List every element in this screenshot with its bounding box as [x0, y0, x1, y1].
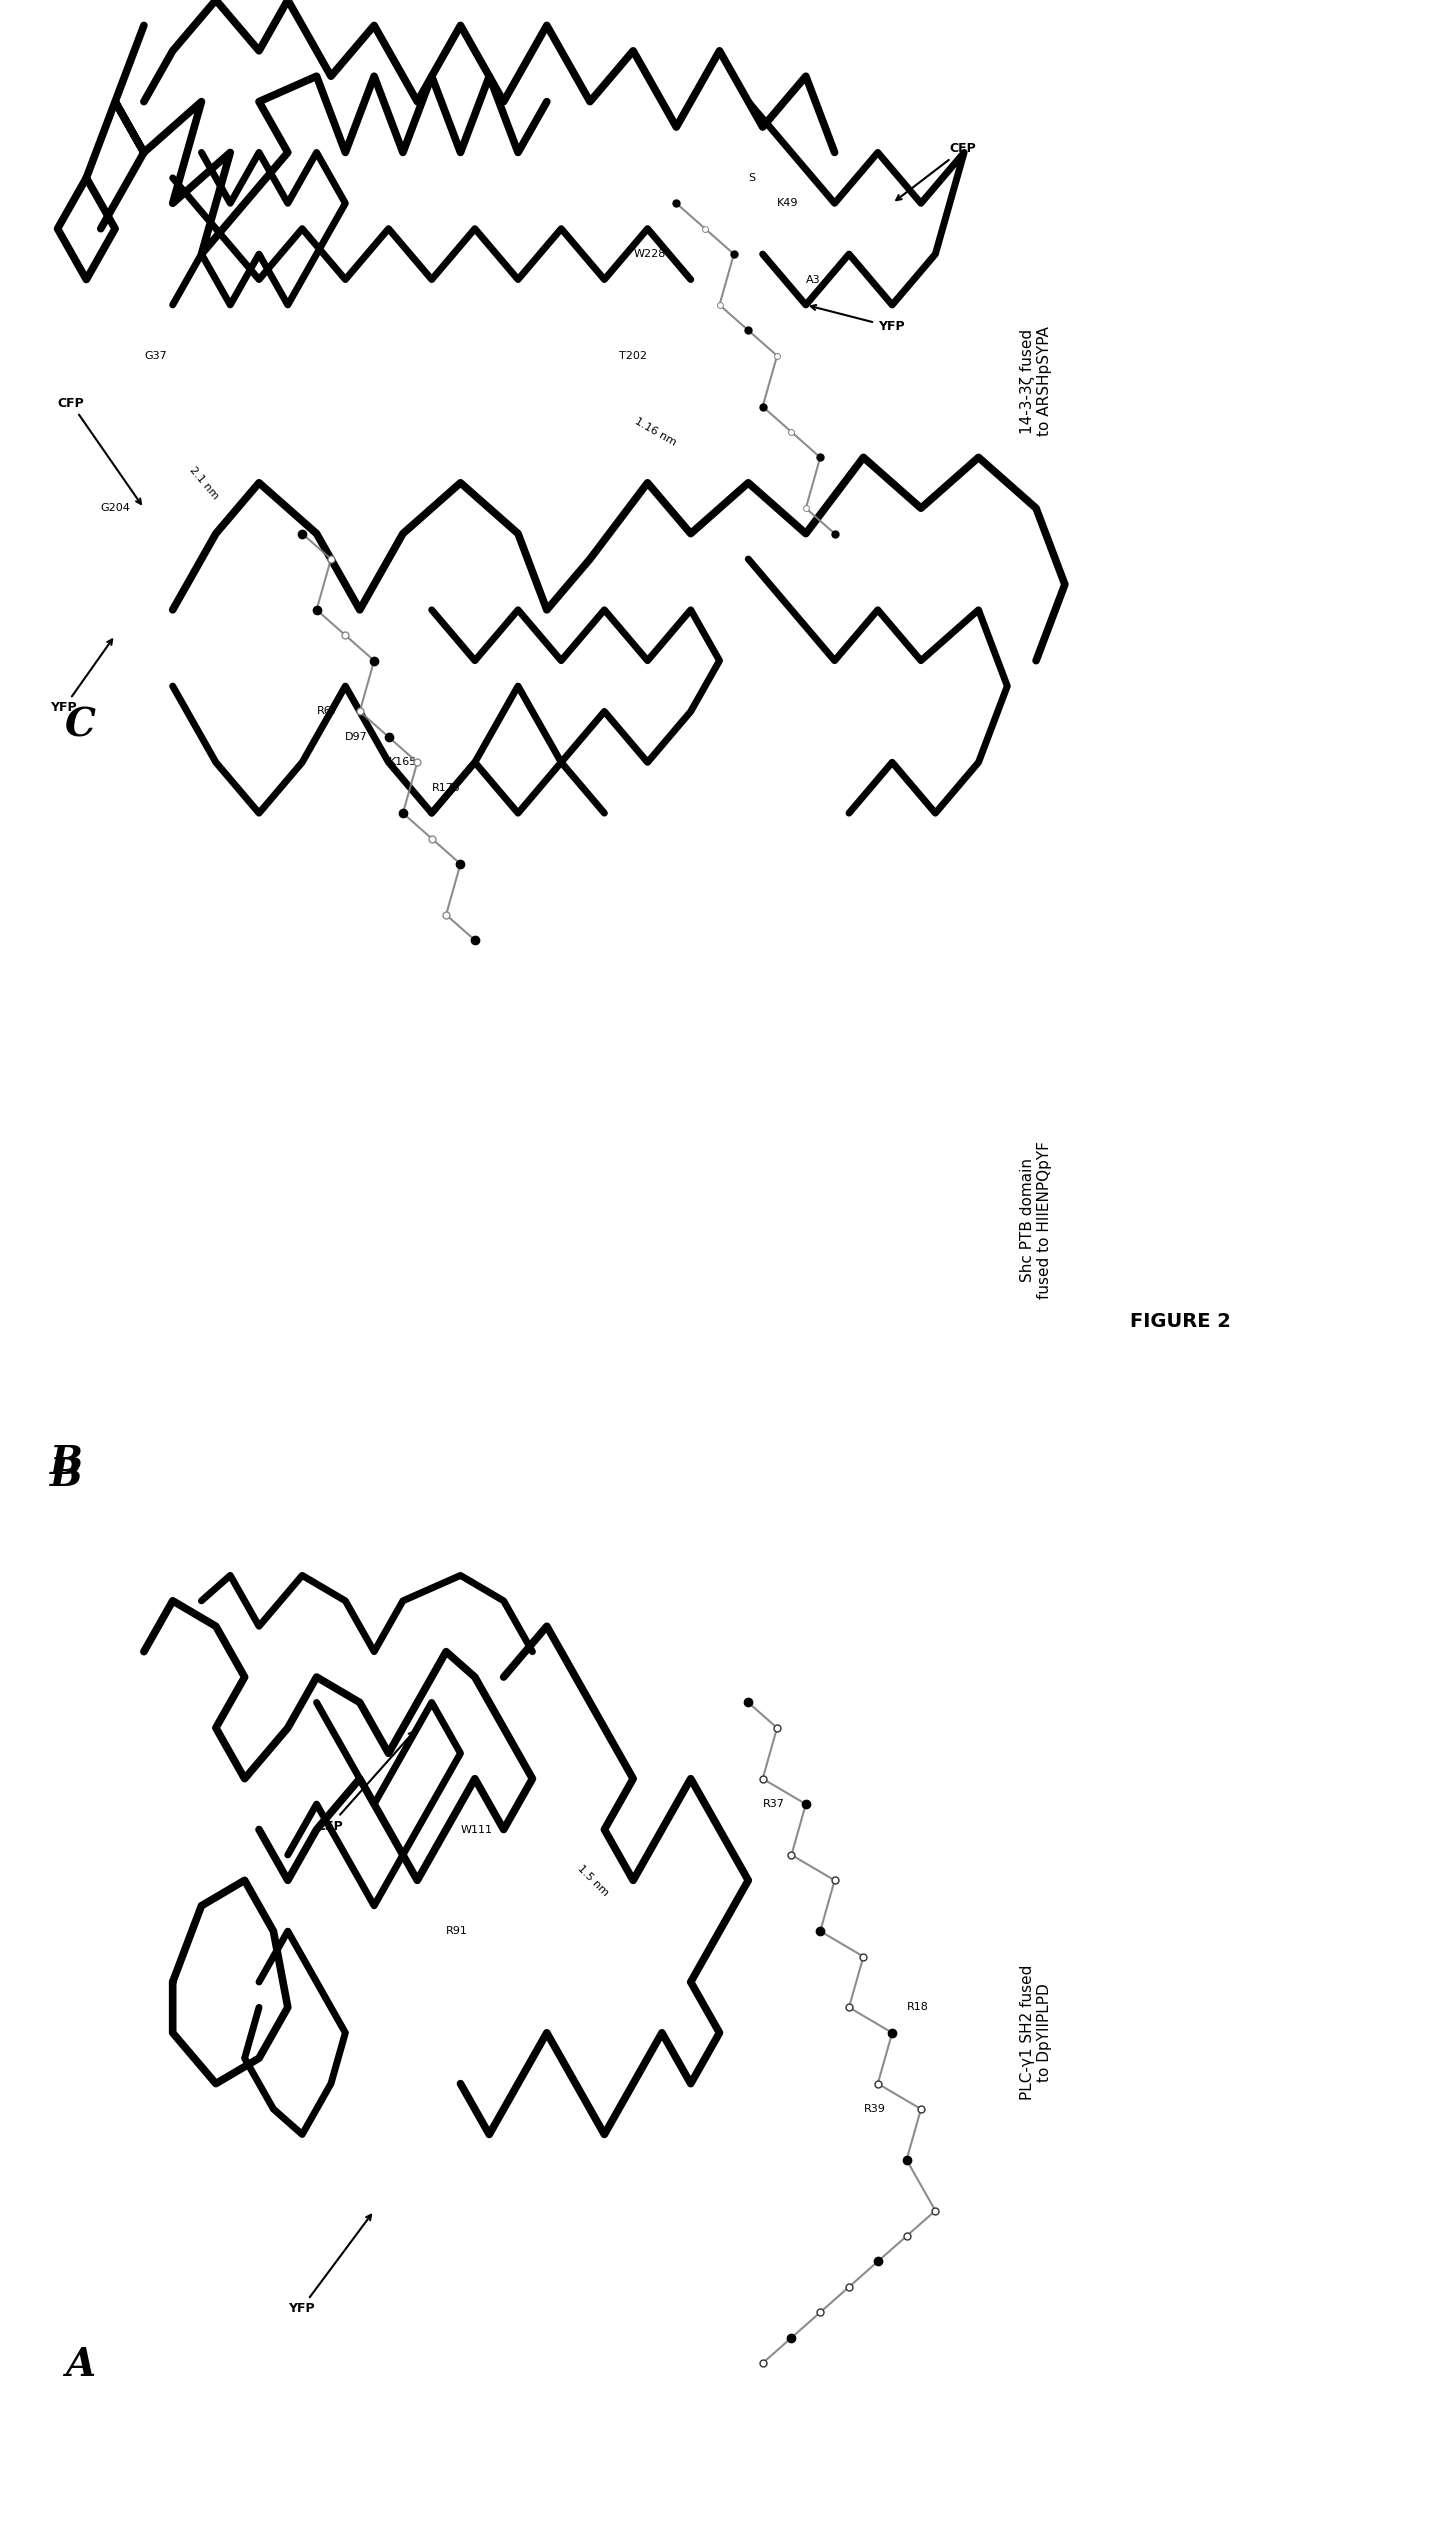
Text: G204: G204	[101, 503, 131, 513]
Text: R37: R37	[763, 1799, 784, 1809]
Text: G37: G37	[144, 351, 167, 361]
Text: R67: R67	[317, 706, 338, 717]
Text: K49: K49	[777, 198, 799, 208]
Text: C: C	[65, 706, 96, 745]
Text: B: B	[50, 1443, 83, 1481]
Text: D97: D97	[345, 732, 368, 742]
Text: PLC-γ1 SH2 fused
to DpYIIPLPD: PLC-γ1 SH2 fused to DpYIIPLPD	[1020, 1964, 1052, 2101]
Text: 2.1 nm: 2.1 nm	[187, 465, 220, 501]
Text: A3: A3	[806, 274, 820, 285]
Text: 1.16 nm: 1.16 nm	[633, 417, 678, 447]
Text: 14-3-3ζ fused
to ARSHpSYPA: 14-3-3ζ fused to ARSHpSYPA	[1020, 325, 1052, 437]
Text: CFP: CFP	[58, 396, 141, 503]
Text: FIGURE 2: FIGURE 2	[1130, 1311, 1230, 1331]
Text: K165: K165	[389, 757, 417, 767]
Text: W228: W228	[633, 249, 665, 259]
Text: B: B	[50, 1456, 83, 1494]
Text: R91: R91	[446, 1926, 468, 1936]
Text: T202: T202	[619, 351, 646, 361]
Text: R39: R39	[863, 2104, 885, 2114]
Text: A: A	[65, 2345, 95, 2383]
Text: W111: W111	[460, 1824, 492, 1835]
Text: YFP: YFP	[288, 2216, 371, 2315]
Text: R175: R175	[432, 783, 460, 793]
Text: CFP: CFP	[896, 142, 977, 201]
Text: 1.5 nm: 1.5 nm	[576, 1863, 610, 1898]
Text: CFP: CFP	[317, 1733, 414, 1832]
Text: R18: R18	[907, 2002, 928, 2012]
Text: YFP: YFP	[810, 305, 905, 333]
Text: YFP: YFP	[50, 640, 112, 714]
Text: Shc PTB domain
fused to HIIENPQpYF: Shc PTB domain fused to HIIENPQpYF	[1020, 1141, 1052, 1298]
Text: S: S	[748, 173, 755, 183]
